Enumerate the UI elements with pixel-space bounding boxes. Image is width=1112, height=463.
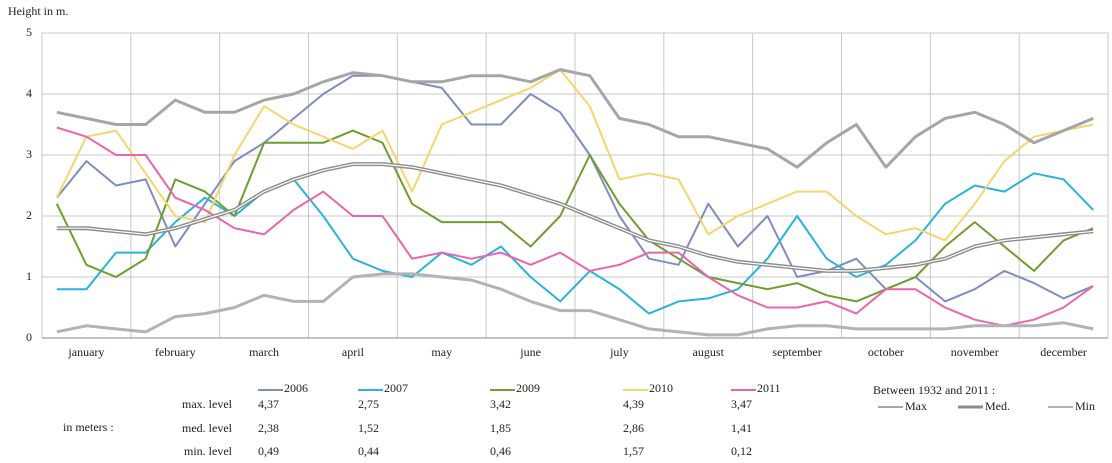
x-tick-label: november — [951, 345, 999, 359]
stat-value: 2,75 — [358, 397, 379, 411]
y-tick-label: 0 — [26, 330, 32, 344]
legend-label: 2010 — [649, 381, 673, 395]
row-label: min. level — [184, 444, 233, 458]
stat-value: 4,37 — [258, 397, 279, 411]
x-tick-label: january — [67, 345, 104, 359]
x-tick-label: may — [431, 345, 452, 359]
stat-value: 0,46 — [490, 444, 511, 458]
stat-value: 3,42 — [490, 397, 511, 411]
series-line — [56, 272, 1094, 337]
x-tick-label: february — [155, 345, 196, 359]
median-inner — [56, 163, 1094, 272]
y-tick-label: 1 — [26, 269, 32, 283]
x-tick-label: september — [772, 345, 821, 359]
x-tick-label: december — [1040, 345, 1087, 359]
series-line — [56, 126, 1094, 327]
stat-value: 2,38 — [258, 421, 279, 435]
legend-label: 2006 — [284, 381, 308, 395]
stat-value: 4,39 — [623, 397, 644, 411]
stat-value: 0,12 — [731, 444, 752, 458]
reference-label: Between 1932 and 2011 : — [873, 383, 995, 397]
stat-value: 1,85 — [490, 421, 511, 435]
stat-value: 2,86 — [623, 421, 644, 435]
y-tick-label: 2 — [26, 208, 32, 222]
y-axis-label: Height in m. — [8, 4, 68, 18]
x-tick-label: august — [693, 345, 725, 359]
stat-value: 1,41 — [731, 421, 752, 435]
stat-value: 1,52 — [358, 421, 379, 435]
legend-label: 2009 — [516, 381, 540, 395]
series-line — [55, 68, 1094, 242]
stat-value: 0,44 — [358, 444, 379, 458]
legend-label: 2011 — [757, 381, 781, 395]
legend-label: Max — [905, 399, 927, 413]
x-tick-label: june — [519, 345, 541, 359]
stat-value: 0,49 — [258, 444, 279, 458]
legend-label: 2007 — [384, 381, 408, 395]
row-label: max. level — [182, 397, 233, 411]
x-tick-label: march — [249, 345, 279, 359]
y-tick-label: 5 — [26, 25, 32, 39]
x-tick-label: october — [868, 345, 904, 359]
unit-label: in meters : — [63, 420, 114, 434]
row-label: med. level — [182, 421, 233, 435]
stat-value: 1,57 — [623, 444, 644, 458]
y-tick-label: 3 — [26, 147, 32, 161]
y-tick-label: 4 — [26, 86, 32, 100]
legend-label: Min — [1075, 399, 1095, 413]
legend-label: Med. — [985, 399, 1010, 413]
x-tick-label: july — [609, 345, 629, 359]
series-line — [56, 68, 1094, 169]
stat-value: 3,47 — [731, 397, 752, 411]
x-tick-label: april — [342, 345, 365, 359]
